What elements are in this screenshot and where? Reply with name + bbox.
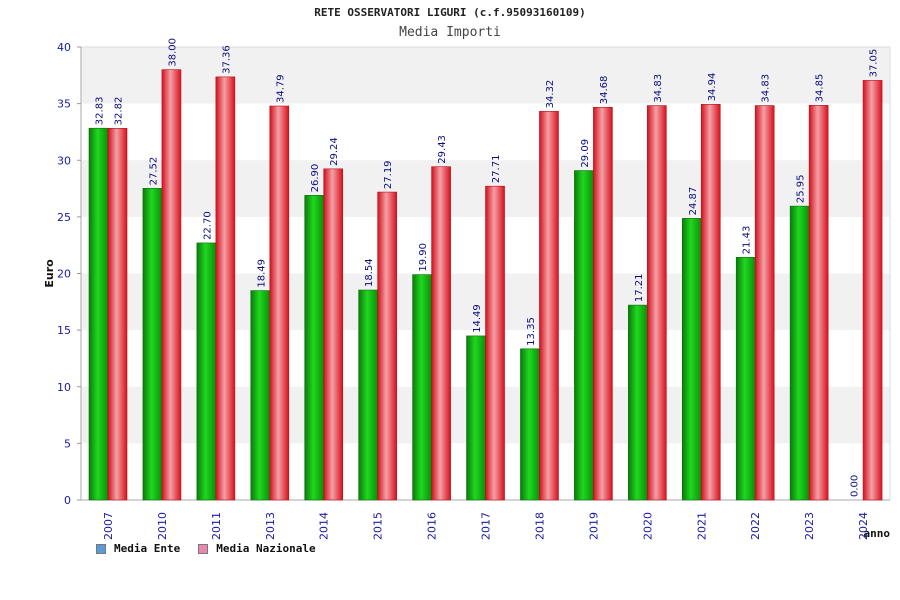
bar-ente bbox=[466, 335, 486, 501]
bar-ente bbox=[412, 274, 432, 501]
y-tick-label: 35 bbox=[57, 98, 71, 111]
value-label-ente: 17.21 bbox=[634, 273, 645, 302]
bar-nazionale bbox=[593, 106, 613, 501]
bar-nazionale bbox=[539, 111, 559, 501]
value-label-nazionale: 29.24 bbox=[329, 137, 340, 166]
bar-ente bbox=[789, 205, 810, 501]
bar-ente bbox=[304, 195, 325, 501]
value-label-ente: 25.95 bbox=[796, 174, 807, 203]
value-label-nazionale: 37.05 bbox=[869, 49, 880, 78]
value-label-nazionale: 34.94 bbox=[707, 73, 718, 102]
bar-ente bbox=[735, 257, 756, 501]
legend-item-ente: Media Ente bbox=[96, 542, 180, 555]
x-tick-label: 2011 bbox=[210, 512, 223, 540]
x-tick-label: 2019 bbox=[587, 512, 600, 540]
x-tick-label: 2021 bbox=[695, 512, 708, 540]
x-tick-label: 2023 bbox=[803, 512, 816, 540]
legend-swatch-ente bbox=[96, 543, 106, 554]
value-label-nazionale: 27.71 bbox=[491, 155, 502, 184]
legend: Media Ente Media Nazionale bbox=[96, 542, 316, 555]
bar-nazionale bbox=[161, 69, 182, 501]
value-label-nazionale: 38.00 bbox=[167, 38, 178, 67]
x-tick-label: 2024 bbox=[857, 512, 870, 540]
x-axis-label: anno bbox=[864, 527, 891, 540]
bar-ente bbox=[628, 304, 648, 501]
bar-nazionale bbox=[485, 185, 505, 501]
legend-label-ente: Media Ente bbox=[114, 542, 181, 555]
bar-nazionale bbox=[700, 104, 721, 501]
x-tick-label: 2013 bbox=[264, 512, 277, 540]
bar-ente bbox=[574, 170, 594, 501]
y-tick-label: 30 bbox=[57, 154, 71, 167]
value-label-nazionale: 34.85 bbox=[815, 74, 826, 103]
x-tick-label: 2015 bbox=[372, 512, 385, 540]
bar-ente bbox=[358, 289, 378, 501]
x-tick-label: 2017 bbox=[480, 512, 493, 540]
y-tick-label: 10 bbox=[57, 381, 71, 394]
chart-subtitle: Media Importi bbox=[399, 25, 501, 40]
value-label-ente: 24.87 bbox=[688, 187, 699, 216]
legend-swatch-nazionale bbox=[198, 543, 209, 554]
x-tick-label: 2016 bbox=[426, 512, 439, 540]
y-tick-label: 15 bbox=[57, 324, 71, 337]
value-label-ente: 21.43 bbox=[742, 226, 753, 255]
bar-nazionale bbox=[754, 105, 775, 501]
bar-ente bbox=[88, 127, 109, 501]
value-label-nazionale: 34.79 bbox=[275, 74, 286, 103]
y-axis-label: Euro bbox=[43, 259, 56, 288]
x-tick-label: 2018 bbox=[533, 512, 546, 540]
value-label-nazionale: 34.83 bbox=[761, 74, 772, 103]
bar-nazionale bbox=[808, 105, 829, 501]
value-label-nazionale: 34.68 bbox=[599, 76, 610, 105]
chart-title: RETE OSSERVATORI LIGURI (c.f.95093160109… bbox=[314, 6, 586, 19]
x-tick-label: 2007 bbox=[102, 512, 115, 540]
legend-label-nazionale: Media Nazionale bbox=[216, 542, 316, 555]
bar-ente bbox=[681, 218, 702, 501]
bar-nazionale bbox=[323, 168, 344, 501]
legend-item-nazionale: Media Nazionale bbox=[198, 542, 316, 555]
bar-ente bbox=[196, 242, 217, 501]
bar-nazionale bbox=[377, 191, 397, 501]
value-label-ente: 19.90 bbox=[418, 243, 429, 272]
value-label-ente: 0.00 bbox=[850, 475, 861, 497]
value-label-nazionale: 34.83 bbox=[653, 74, 664, 103]
value-label-ente: 22.70 bbox=[202, 211, 213, 240]
y-tick-label: 0 bbox=[64, 494, 71, 507]
y-tick-label: 5 bbox=[64, 437, 71, 450]
x-tick-label: 2020 bbox=[641, 512, 654, 540]
bar-nazionale bbox=[431, 166, 451, 501]
value-label-nazionale: 29.43 bbox=[437, 135, 448, 164]
x-tick-label: 2014 bbox=[318, 512, 331, 540]
bar-ente bbox=[520, 348, 540, 501]
value-label-nazionale: 32.82 bbox=[114, 97, 125, 126]
y-tick-label: 25 bbox=[57, 211, 71, 224]
bar-nazionale bbox=[862, 80, 883, 501]
y-tick-label: 40 bbox=[57, 41, 71, 54]
value-label-ente: 18.54 bbox=[364, 258, 375, 287]
bar-nazionale bbox=[215, 76, 236, 501]
x-tick-label: 2022 bbox=[749, 512, 762, 540]
bar-nazionale bbox=[107, 128, 128, 501]
value-label-ente: 29.09 bbox=[580, 139, 591, 168]
value-label-ente: 18.49 bbox=[256, 259, 267, 288]
bar-nazionale bbox=[647, 105, 667, 501]
value-label-ente: 27.52 bbox=[148, 157, 159, 186]
y-tick-label: 20 bbox=[57, 268, 71, 281]
value-label-ente: 13.35 bbox=[526, 317, 537, 346]
x-tick-label: 2010 bbox=[156, 512, 169, 540]
bar-ente bbox=[250, 290, 271, 501]
value-label-ente: 26.90 bbox=[310, 164, 321, 193]
value-label-ente: 32.83 bbox=[95, 97, 106, 126]
bar-ente bbox=[142, 188, 163, 501]
value-label-nazionale: 37.36 bbox=[221, 45, 232, 74]
bar-nazionale bbox=[269, 105, 290, 501]
value-label-ente: 14.49 bbox=[472, 304, 483, 333]
value-label-nazionale: 34.32 bbox=[545, 80, 556, 109]
value-label-nazionale: 27.19 bbox=[383, 160, 394, 189]
